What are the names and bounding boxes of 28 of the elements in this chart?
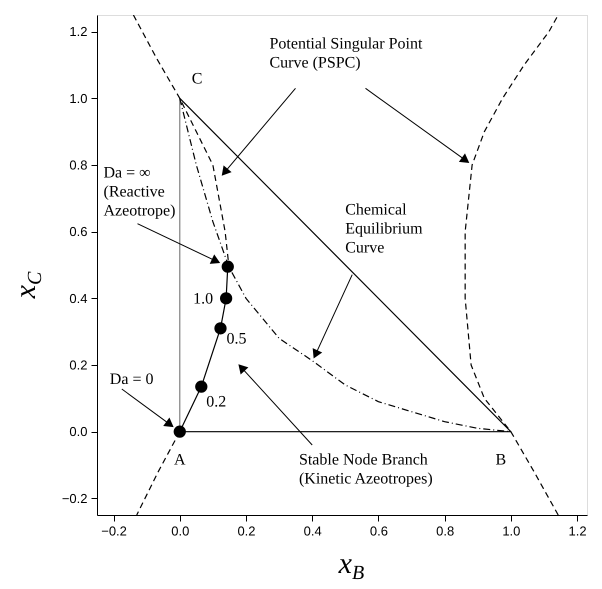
annotation: 0.5 <box>226 330 246 348</box>
annotation: Da = ∞ (Reactive Azeotrope) <box>103 164 176 220</box>
annotation: Chemical Equilibrium Curve <box>345 202 424 257</box>
y-tick-label: 0.4 <box>69 290 88 306</box>
annotation: 0.2 <box>206 394 226 411</box>
annotation: A <box>174 452 186 469</box>
y-tick-label: 0.8 <box>69 158 88 172</box>
x-tick-label: −0.2 <box>101 524 127 538</box>
annotation: B <box>496 452 506 469</box>
annotation: Stable Node Branch (Kinetic Azeotropes) <box>298 452 433 488</box>
y-tick-label: 1.0 <box>69 90 88 106</box>
y-tick-label: −0.2 <box>62 490 88 506</box>
y-tick-label: 0.6 <box>69 224 88 240</box>
annotation: 1.0 <box>193 290 214 308</box>
annotation: Da = 0 <box>110 371 154 388</box>
annotation: Potential Singular Point Curve (PSPC) <box>270 35 423 72</box>
y-tick-label: 0.0 <box>69 424 88 440</box>
y-tick-label: 1.2 <box>69 24 88 40</box>
x-tick-label: 1.0 <box>502 524 520 538</box>
x-tick-label: 0.0 <box>171 524 190 538</box>
x-tick-label: 0.2 <box>237 524 256 538</box>
y-axis-title: xC <box>9 271 46 300</box>
x-tick-label: 0.4 <box>304 524 322 538</box>
x-tick-label: 1.2 <box>568 524 587 538</box>
annotation: C <box>192 70 202 88</box>
x-tick-label: 0.8 <box>436 524 454 538</box>
y-tick-label: 0.2 <box>69 358 88 372</box>
x-tick-label: 0.6 <box>370 524 388 538</box>
